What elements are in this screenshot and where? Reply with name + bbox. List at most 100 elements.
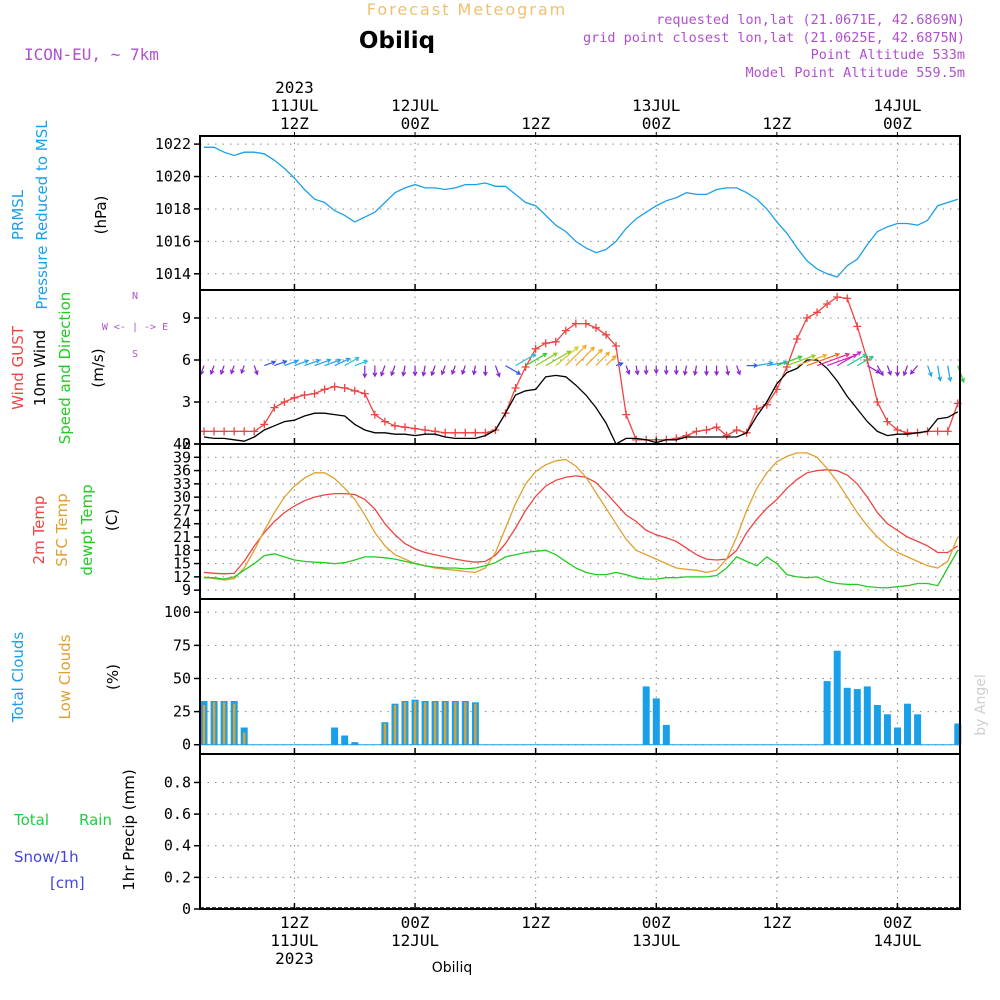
wind-arrow-head (219, 369, 225, 376)
wind-arrow-head (875, 368, 881, 374)
wind-arrow (796, 353, 828, 367)
wind-arrow (354, 359, 369, 367)
wind-arrow-shaft (736, 365, 741, 375)
gust-marker (441, 428, 450, 437)
wind-arrow-head (461, 369, 466, 376)
gust-marker (883, 417, 892, 426)
total-cloud-bar (883, 714, 891, 745)
temperature-ytick-label: 12 (173, 568, 191, 586)
gust-marker (230, 427, 239, 436)
wind-arrow (525, 353, 548, 367)
gust-marker (390, 421, 399, 430)
wind-label-10m: 10m Wind (31, 330, 49, 406)
wind-arrow-head (856, 351, 862, 356)
wind-arrow (461, 365, 466, 376)
wind-arrow (451, 365, 456, 376)
gust-marker (933, 427, 942, 436)
wind-arrow (909, 365, 919, 375)
wind-arrow-shaft (903, 365, 909, 376)
wind-arrow-shaft (253, 365, 258, 375)
gust-marker (531, 344, 540, 353)
total-cloud-bar (331, 727, 339, 745)
precip-ytick-label: 0.6 (164, 805, 191, 823)
time-label-top: 00Z (642, 114, 671, 133)
wind-arrow-head (271, 360, 277, 366)
time-label-top: 2023 (275, 78, 314, 97)
wind-arrow-head (673, 370, 679, 376)
wind-arrow-shaft (390, 365, 396, 376)
credit: by Angel (973, 674, 989, 735)
gust-marker (632, 435, 641, 444)
wind-arrow (284, 359, 299, 367)
wind-ytick-label: 6 (182, 351, 191, 369)
wind-arrow-shaft (605, 355, 617, 367)
gust-marker (622, 410, 631, 419)
gust-marker (511, 384, 520, 392)
wind-arrow (673, 365, 679, 376)
wind-arrow (836, 351, 862, 367)
gust-marker (823, 300, 832, 308)
wind-arrow-shaft (294, 360, 309, 367)
pressure-ytick-label: 1016 (155, 232, 191, 250)
wind-arrow (334, 357, 351, 367)
gust-marker (380, 417, 389, 426)
wind-arrow-head (573, 346, 579, 351)
pressure-ytick-label: 1022 (155, 135, 191, 153)
wind-arrow (401, 365, 407, 377)
wind-arrow-head (430, 371, 436, 377)
gust-marker (220, 427, 229, 436)
wind-arrow-shaft (441, 365, 446, 375)
clouds-ytick-label: 50 (173, 669, 191, 687)
precip-ylabel: 1hr Precip (mm) (120, 769, 138, 890)
wind-arrow (615, 362, 624, 367)
gust-marker (340, 384, 349, 392)
gust-marker (843, 294, 852, 303)
wind-arrow-head (516, 370, 522, 375)
wind-arrow-shaft (756, 362, 773, 367)
wind-arrow-shaft (937, 365, 941, 381)
wind-arrow (625, 365, 631, 376)
wind-arrow (605, 355, 617, 367)
gust-marker (370, 410, 379, 419)
wind-arrow-shaft (264, 361, 276, 367)
gust-marker (280, 398, 289, 406)
gust-marker (421, 426, 430, 434)
wind-arrow-shaft (314, 359, 331, 367)
wind-arrow (806, 352, 841, 367)
wind-arrow (776, 355, 803, 367)
wind-arrow-head (401, 371, 407, 377)
wind-arrow (555, 346, 579, 367)
time-label-top: 14JUL (873, 96, 921, 115)
gust-marker (712, 423, 721, 432)
time-label-top: 12Z (280, 114, 309, 133)
gust-marker (200, 427, 208, 436)
wind-arrow-head (704, 371, 709, 377)
wind-arrow (505, 365, 522, 375)
time-label-top: 12Z (762, 114, 791, 133)
wind-arrow-head (590, 346, 596, 352)
gust-marker (330, 382, 339, 391)
wind-ytick-label: 0 (182, 435, 191, 453)
wind-arrow-shaft (565, 344, 587, 367)
low-cloud-bar (464, 702, 467, 745)
wind-arrow (430, 365, 436, 377)
gust-marker (461, 428, 470, 437)
wind-arrow-head (240, 369, 245, 375)
wind-arrow-head (597, 348, 603, 354)
wind-arrow-head (230, 369, 235, 375)
precip-label-total: Total (13, 811, 49, 829)
gust-marker (833, 293, 842, 301)
temperature-series-sfc-temp (203, 452, 959, 581)
precip-ytick-label: 0 (182, 900, 191, 918)
wind-arrow-shaft (431, 365, 436, 376)
low-cloud-bar (233, 703, 236, 745)
gust-marker (943, 427, 952, 436)
location-title: Obiliq (359, 28, 435, 54)
wind-arrow-head (482, 371, 488, 377)
wind-arrow (866, 365, 881, 374)
gust-marker (722, 431, 731, 440)
point-altitude: Point Altitude 533m (811, 47, 965, 63)
gust-marker (792, 335, 801, 343)
